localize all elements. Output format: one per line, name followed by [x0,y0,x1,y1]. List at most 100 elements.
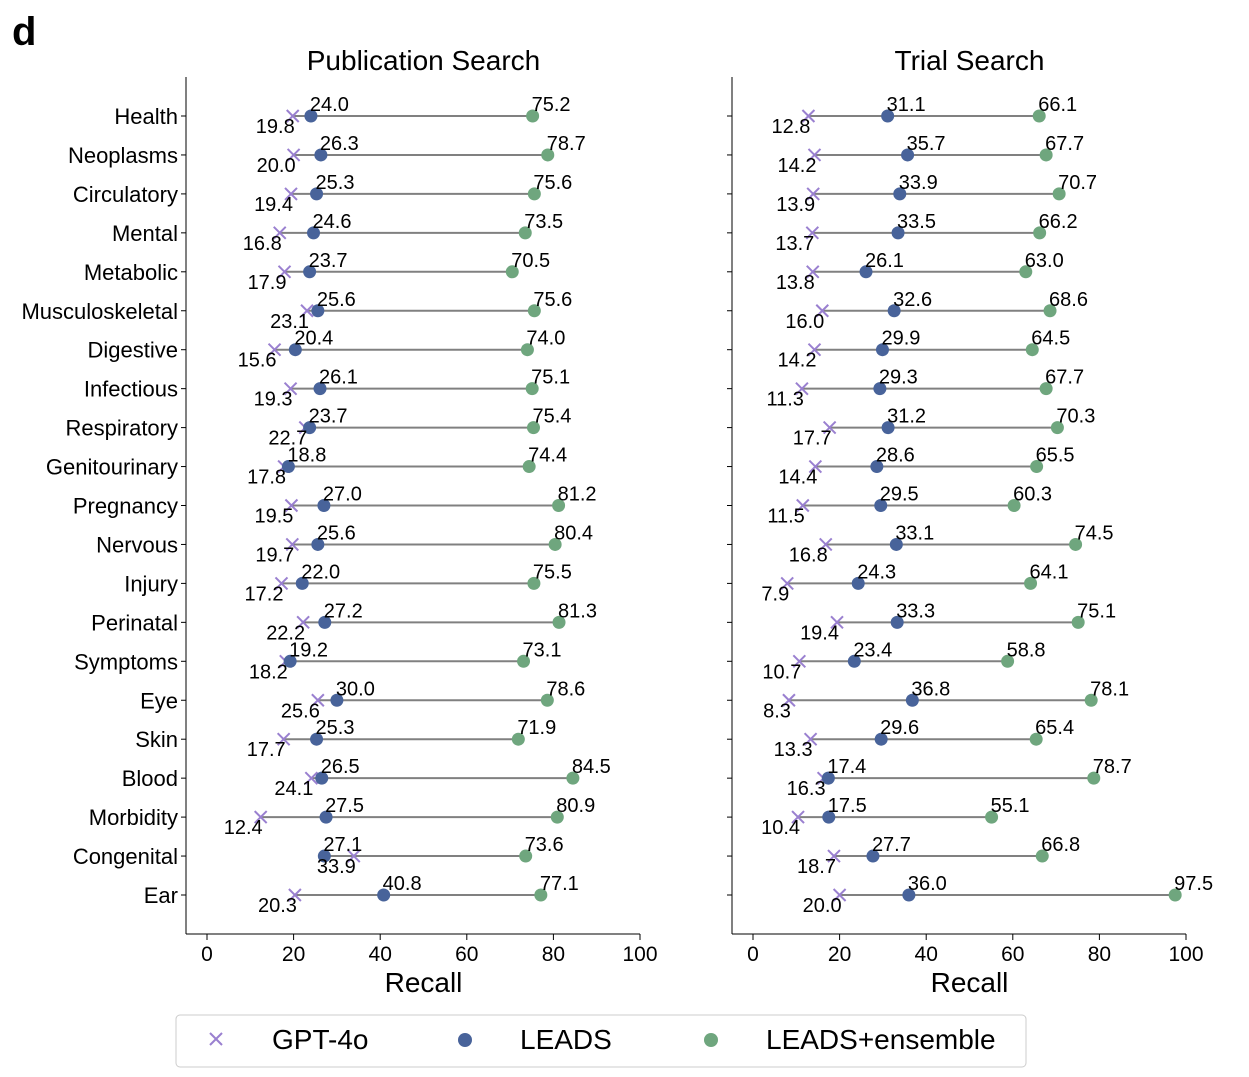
gpt-marker [286,109,300,123]
ensemble-point [550,810,564,824]
ensemble-value-label: 75.1 [1077,600,1116,622]
leads-point [313,382,327,396]
leads-point [874,732,888,746]
gpt-value-label: 7.9 [761,583,789,605]
x-tick-label: 60 [1001,943,1024,966]
gpt-value-label: 17.7 [793,428,832,450]
ensemble-value-label: 97.5 [1174,873,1213,895]
gpt-value-label: 17.8 [247,467,286,489]
gpt-value-label: 19.4 [800,622,839,644]
leads-point [889,537,903,551]
x-tick-label: 20 [282,943,305,966]
leads-point [887,304,901,318]
leads-point [304,109,318,123]
gpt-value-label: 19.5 [254,506,293,528]
ensemble-point [1033,226,1047,240]
gpt-marker [822,420,837,435]
leads-value-label: 27.7 [872,834,911,856]
leads-point [881,421,895,435]
leads-point [859,265,873,279]
leads-point [821,771,835,785]
gpt-marker [801,109,816,123]
leads-value-label: 28.6 [876,445,915,467]
ensemble-value-label: 66.1 [1038,94,1077,116]
gpt-marker [274,576,289,591]
leads-point [881,109,895,123]
gpt-marker [806,265,820,279]
ensemble-value-label: 68.6 [1049,289,1088,311]
legend: GPT-4o LEADS LEADS+ensemble [175,1014,1027,1068]
gpt-value-label: 12.4 [224,817,263,839]
ensemble-value-label: 63.0 [1025,250,1064,272]
gpt-value-label: 16.0 [785,311,824,333]
gpt-marker [283,381,298,396]
leads-point [870,460,884,474]
ensemble-point [1168,888,1182,902]
ensemble-value-label: 58.8 [1007,639,1046,661]
gpt-marker [805,226,820,240]
leads-point [311,304,325,318]
leads-value-label: 25.3 [316,172,355,194]
gpt-value-label: 33.9 [317,856,356,878]
leads-value-label: 27.0 [323,484,362,506]
leads-point [902,888,916,902]
gpt-marker [780,576,794,591]
ensemble-value-label: 75.4 [532,406,571,428]
leads-point [317,499,331,512]
leads-value-label: 33.9 [899,172,938,194]
gpt-value-label: 16.8 [243,233,282,255]
leads-value-label: 36.0 [908,873,947,895]
ensemble-point [1087,771,1101,785]
ensemble-point [527,304,541,318]
ensemble-point [552,615,566,629]
gpt-marker [807,148,822,162]
gpt-value-label: 11.3 [766,389,803,411]
ensemble-point [527,576,541,590]
gpt-marker [285,537,300,552]
leads-point [319,810,333,824]
leads-value-label: 33.5 [897,211,936,233]
leads-point [307,226,321,240]
gpt-value-label: 16.8 [789,544,828,566]
leads-value-label: 40.8 [383,873,422,895]
category-label: Musculoskeletal [21,299,178,324]
ensemble-point [1032,109,1046,123]
gpt-value-label: 23.1 [270,311,309,333]
gpt-value-label: 10.7 [762,661,801,683]
leads-value-label: 29.9 [881,328,920,350]
leads-value-label: 33.3 [896,600,935,622]
ensemble-value-label: 70.7 [1058,172,1097,194]
gpt-value-label: 13.9 [776,194,815,216]
gpt-value-label: 11.5 [767,506,804,528]
ensemble-value-label: 65.5 [1036,445,1075,467]
category-label: Injury [124,571,178,596]
ensemble-value-label: 64.1 [1030,561,1069,583]
leads-point [891,226,905,240]
gpt-value-label: 19.3 [254,389,293,411]
leads-value-label: 33.1 [895,522,934,544]
ensemble-value-label: 65.4 [1035,717,1074,739]
category-label: Nervous [96,532,178,557]
ensemble-value-label: 75.6 [533,289,572,311]
leads-value-label: 30.0 [336,678,375,700]
leads-point [330,693,344,707]
gpt-value-label: 19.4 [254,194,293,216]
gpt-value-label: 19.7 [255,544,294,566]
gpt-marker [296,615,310,630]
gpt-marker [267,342,282,357]
ensemble-point [522,460,536,474]
gpt-value-label: 14.2 [778,155,817,177]
ensemble-value-label: 73.6 [525,834,564,856]
ensemble-point [519,849,533,863]
ensemble-point [1025,343,1039,357]
legend-label-ensemble: LEADS+ensemble [766,1024,996,1055]
gpt-marker [832,888,847,902]
panel-1: Trial Search 0 20 40 60 80 100 Recall 12.8 31.1 66… [727,45,1213,998]
x-axis-label: Recall [931,967,1009,998]
gpt-value-label: 14.2 [778,350,817,372]
gpt-value-label: 19.8 [256,116,295,138]
leads-value-label: 23.7 [309,250,348,272]
x-tick-label: 40 [369,943,392,966]
leads-point [310,732,324,746]
leads-point [901,148,915,162]
